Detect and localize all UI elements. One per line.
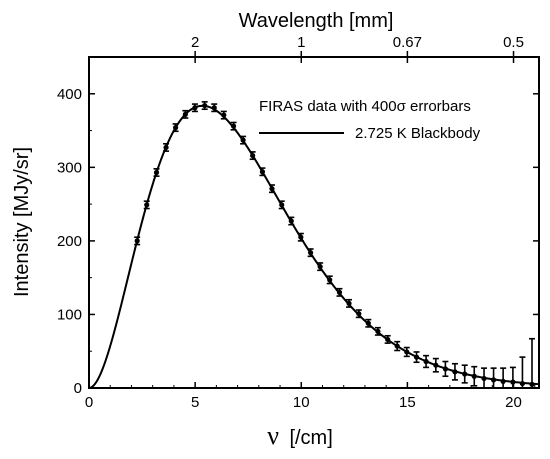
data-point: [375, 328, 381, 334]
data-point: [365, 320, 371, 326]
y-tick-label: 100: [57, 306, 82, 323]
data-point: [153, 169, 160, 176]
data-point: [288, 218, 294, 224]
x-tick-label: 10: [293, 394, 310, 411]
data-point: [442, 366, 448, 372]
x-axis-unit: [/cm]: [289, 427, 332, 449]
data-point: [336, 289, 343, 295]
data-point: [327, 277, 333, 283]
data-point: [259, 169, 266, 175]
x-tick-label: 0: [85, 394, 93, 411]
data-point: [500, 378, 506, 384]
x-axis-title: ν [/cm]: [267, 421, 333, 450]
data-point: [519, 380, 526, 387]
plot-area-frame: [88, 56, 540, 389]
data-point: [173, 125, 179, 131]
data-point: [250, 152, 256, 159]
x-tick-label: 5: [191, 394, 199, 411]
data-point: [452, 369, 458, 375]
data-point: [394, 343, 400, 349]
data-point: [134, 238, 140, 244]
data-point: [192, 105, 198, 111]
data-point: [230, 123, 237, 129]
y-axis-title: Intensity [MJy/sr]: [11, 147, 33, 297]
data-point: [346, 300, 352, 307]
top-axis-title: Wavelength [mm]: [239, 10, 394, 32]
data-point: [413, 354, 420, 360]
plot-data-layer: [88, 101, 540, 389]
data-point: [279, 202, 285, 208]
data-point: [423, 358, 429, 365]
legend-label-blackbody: 2.725 K Blackbody: [355, 125, 481, 142]
top-tick-label: 0.5: [503, 34, 524, 51]
data-point: [163, 144, 169, 151]
data-point: [144, 202, 150, 208]
data-point: [182, 111, 188, 117]
data-point: [240, 137, 246, 143]
x-axis-nu-symbol: ν: [267, 421, 279, 450]
legend: FIRAS data with 400σ errorbars 2.725 K B…: [259, 98, 481, 142]
y-tick-label: 300: [57, 159, 82, 176]
data-point: [202, 102, 208, 109]
data-point: [529, 381, 535, 387]
data-point: [462, 371, 468, 377]
data-point: [298, 234, 304, 240]
data-point: [317, 264, 323, 270]
data-point: [404, 349, 410, 355]
data-point: [221, 112, 227, 118]
data-point: [490, 377, 497, 383]
data-point: [385, 336, 391, 343]
top-tick-label: 0.67: [393, 34, 422, 51]
data-point: [269, 186, 275, 192]
x-tick-label: 15: [399, 394, 416, 411]
legend-label-data: FIRAS data with 400σ errorbars: [259, 98, 471, 115]
data-point: [481, 375, 487, 382]
y-tick-label: 200: [57, 233, 82, 250]
data-point: [308, 250, 314, 256]
blackbody-curve: [88, 104, 540, 389]
top-tick-label: 2: [191, 34, 199, 51]
data-point: [211, 105, 217, 111]
data-point: [433, 362, 439, 368]
x-tick-label: 20: [505, 394, 522, 411]
y-tick-label: 400: [57, 86, 82, 103]
top-tick-label: 1: [297, 34, 305, 51]
data-point: [471, 373, 477, 379]
data-point: [356, 311, 362, 317]
y-tick-label: 0: [74, 380, 82, 397]
